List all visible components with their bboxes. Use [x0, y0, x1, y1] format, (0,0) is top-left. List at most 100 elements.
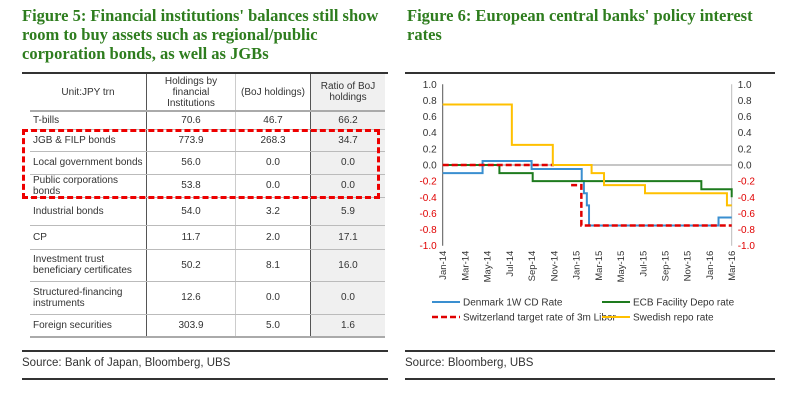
y-tick-label-left: 0.6 — [423, 112, 437, 123]
series-line — [442, 159, 732, 227]
table-cell: 54.0 — [146, 197, 236, 226]
column-header: (BoJ holdings) — [235, 74, 311, 112]
x-tick-label: Mar-15 — [594, 251, 605, 281]
table-row: Foreign securities 303.9 5.0 1.6 — [30, 314, 385, 338]
figure6-source: Source: Bloomberg, UBS — [405, 357, 534, 369]
legend-label: Denmark 1W CD Rate — [463, 298, 563, 309]
table-cell: 46.7 — [235, 111, 311, 130]
column-header: Ratio of BoJ holdings — [310, 74, 385, 112]
table-cell: 773.9 — [146, 129, 236, 152]
table-row: Local government bonds 56.0 0.0 0.0 — [30, 151, 385, 175]
column-header: Holdings by financial Institutions — [146, 74, 236, 112]
table-cell: 34.7 — [310, 129, 385, 152]
series-line — [442, 103, 732, 207]
row-label: JGB & FILP bonds — [30, 129, 147, 152]
table-cell: 0.0 — [235, 281, 311, 315]
y-tick-label-right: -1.0 — [738, 241, 756, 252]
table-cell: 8.1 — [235, 249, 311, 282]
table-cell: 56.0 — [146, 151, 236, 175]
x-tick-label: Mar-16 — [727, 251, 738, 281]
figure6-title: Figure 6: European central banks' policy… — [407, 6, 753, 44]
legend-label: Swedish repo rate — [633, 313, 714, 324]
y-tick-label-left: -0.4 — [419, 193, 437, 204]
holdings-table: Unit:JPY trn Holdings by financial Instit… — [30, 74, 385, 338]
y-tick-label-left: 1.0 — [423, 80, 437, 91]
y-tick-label-right: 0.4 — [738, 128, 752, 139]
table-cell: 12.6 — [146, 281, 236, 315]
row-label: Industrial bonds — [30, 197, 147, 226]
y-tick-label-right: -0.8 — [738, 225, 756, 236]
y-tick-label-right: 0.2 — [738, 144, 752, 155]
row-label: T-bills — [30, 111, 147, 130]
x-tick-label: Jan-16 — [705, 251, 716, 280]
y-tick-label-right: -0.6 — [738, 209, 756, 220]
highlight-box — [22, 129, 380, 199]
y-tick-label-left: 0.4 — [423, 128, 437, 139]
x-tick-label: Sep-15 — [661, 251, 672, 282]
table-row: Structured-financing instruments 12.6 0.0 0… — [30, 281, 385, 315]
table-cell: 0.0 — [310, 151, 385, 175]
table-cell: 50.2 — [146, 249, 236, 282]
y-tick-label-left: -0.8 — [419, 225, 437, 236]
x-tick-label: Mar-14 — [460, 251, 471, 281]
y-tick-label-left: -0.6 — [419, 209, 437, 220]
top-rule — [22, 72, 388, 74]
legend-label: Switzerland target rate of 3m Libor — [463, 313, 617, 324]
y-tick-label-left: -0.2 — [419, 177, 437, 188]
row-label: Local government bonds — [30, 151, 147, 175]
table-cell: 1.6 — [310, 314, 385, 338]
series-line — [442, 164, 733, 198]
table-cell: 0.0 — [310, 174, 385, 198]
y-tick-label-right: 1.0 — [738, 80, 752, 91]
row-label: Structured-financing instruments — [30, 281, 147, 315]
x-tick-label: Sep-14 — [527, 251, 538, 282]
y-tick-label-left: 0.0 — [423, 161, 437, 172]
table-cell: 3.2 — [235, 197, 311, 226]
series-line — [571, 183, 732, 227]
table-cell: 268.3 — [235, 129, 311, 152]
x-tick-label: Jan-14 — [438, 251, 449, 280]
table-cell: 70.6 — [146, 111, 236, 130]
y-tick-label-left: -1.0 — [419, 241, 437, 252]
row-label: Foreign securities — [30, 314, 147, 338]
legend-label: ECB Facility Depo rate — [633, 298, 735, 309]
table-row: Industrial bonds 54.0 3.2 5.9 — [30, 197, 385, 226]
table-cell: 2.0 — [235, 225, 311, 250]
table-cell: 5.0 — [235, 314, 311, 338]
source-rule-bottom — [405, 378, 775, 380]
table-row: CP 11.7 2.0 17.1 — [30, 225, 385, 250]
table-row: Public corporations bonds 53.8 0.0 0.0 — [30, 174, 385, 198]
y-tick-label-right: 0.0 — [738, 161, 752, 172]
x-tick-label: Nov-14 — [549, 251, 560, 282]
table-cell: 66.2 — [310, 111, 385, 130]
y-tick-label-right: 0.6 — [738, 112, 752, 123]
table-row: Investment trust beneficiary certificate… — [30, 249, 385, 282]
y-tick-label-left: 0.8 — [423, 96, 437, 107]
x-tick-label: Jan-15 — [572, 251, 583, 280]
table-cell: 0.0 — [235, 151, 311, 175]
y-tick-label-right: 0.8 — [738, 96, 752, 107]
column-header: Unit:JPY trn — [30, 74, 147, 112]
table-cell: 11.7 — [146, 225, 236, 250]
table-cell: 17.1 — [310, 225, 385, 250]
top-rule — [405, 72, 775, 74]
table-header-row: Unit:JPY trn Holdings by financial Instit… — [30, 74, 385, 112]
source-rule-top — [22, 350, 388, 352]
table-cell: 16.0 — [310, 249, 385, 282]
x-tick-label: May-15 — [616, 251, 627, 283]
figure5-title: Figure 5: Financial institutions' balanc… — [22, 6, 379, 63]
y-tick-label-right: -0.2 — [738, 177, 756, 188]
x-tick-label: Jul-15 — [638, 251, 649, 277]
figure5-source: Source: Bank of Japan, Bloomberg, UBS — [22, 357, 231, 369]
x-tick-label: Jul-14 — [505, 251, 516, 277]
source-rule-top — [405, 350, 775, 352]
table-row: T-bills 70.6 46.7 66.2 — [30, 111, 385, 130]
table-cell: 0.0 — [310, 281, 385, 315]
row-label: Investment trust beneficiary certificate… — [30, 249, 147, 282]
row-label: CP — [30, 225, 147, 250]
source-rule-bottom — [22, 378, 388, 380]
y-tick-label-left: 0.2 — [423, 144, 437, 155]
table-cell: 5.9 — [310, 197, 385, 226]
table-row: JGB & FILP bonds 773.9 268.3 34.7 — [30, 129, 385, 152]
table-cell: 303.9 — [146, 314, 236, 338]
